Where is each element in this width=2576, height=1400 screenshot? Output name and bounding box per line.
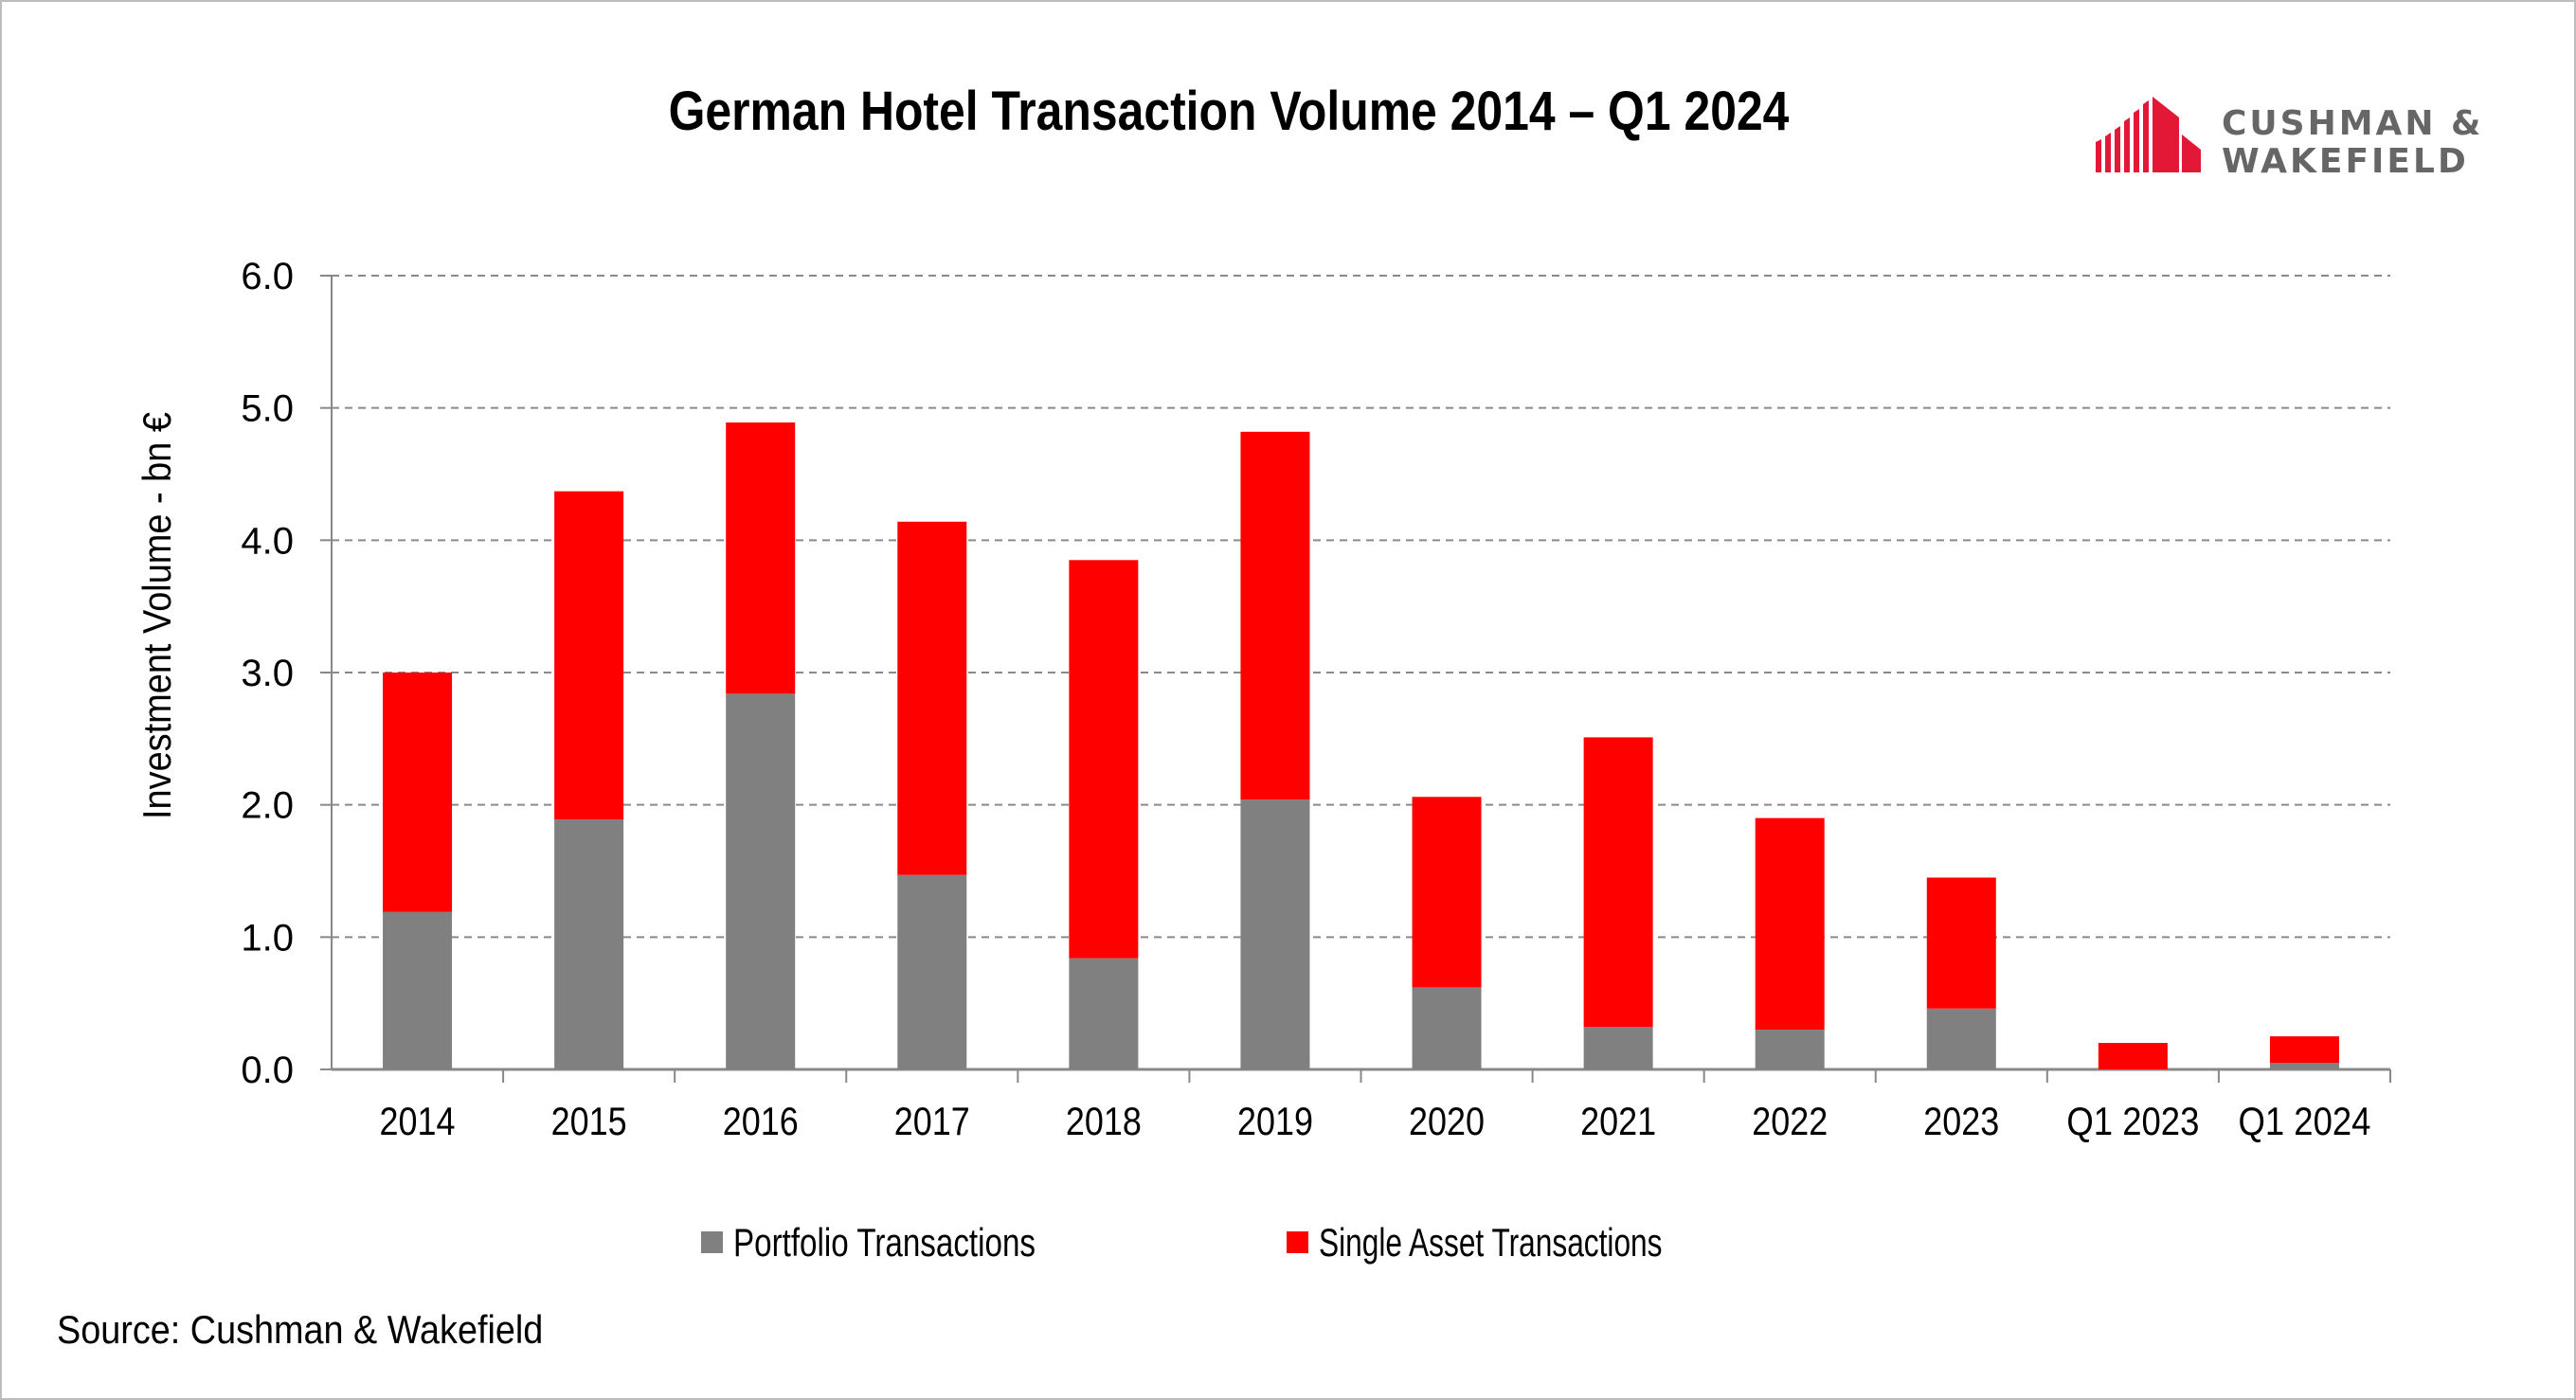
x-tick-label: 2015 bbox=[551, 1099, 627, 1143]
chart-title: German Hotel Transaction Volume 2014 – Q… bbox=[668, 81, 1790, 142]
bar-single-asset-transactions bbox=[1755, 817, 1825, 1031]
x-tick-label: 2022 bbox=[1752, 1099, 1828, 1143]
legend-swatch bbox=[1287, 1231, 1308, 1253]
legend-swatch bbox=[701, 1231, 723, 1253]
bar-single-asset-transactions bbox=[1412, 797, 1482, 988]
bar-single-asset-transactions bbox=[2098, 1043, 2168, 1069]
y-tick-label: 2.0 bbox=[241, 785, 294, 827]
bar-portfolio-transactions bbox=[1240, 799, 1310, 1069]
bar-single-asset-transactions bbox=[726, 422, 796, 694]
bar-portfolio-transactions bbox=[383, 911, 453, 1069]
x-tick-label: Q1 2023 bbox=[2066, 1099, 2199, 1143]
x-tick-label: 2017 bbox=[894, 1099, 970, 1143]
bar-single-asset-transactions bbox=[1069, 560, 1139, 959]
y-tick-label: 6.0 bbox=[241, 256, 294, 297]
svg-text:WAKEFIELD: WAKEFIELD bbox=[2222, 142, 2469, 180]
y-tick-label: 1.0 bbox=[241, 917, 294, 959]
y-tick-label: 0.0 bbox=[241, 1050, 294, 1091]
bar-portfolio-transactions bbox=[2269, 1063, 2339, 1069]
cushman-wakefield-logo: CUSHMAN & WAKEFIELD bbox=[2096, 97, 2482, 180]
bar-portfolio-transactions bbox=[1412, 987, 1482, 1069]
source-note: Source: Cushman & Wakefield bbox=[57, 1307, 544, 1352]
x-tick-label: 2016 bbox=[723, 1099, 799, 1143]
bar-portfolio-transactions bbox=[1069, 958, 1139, 1069]
legend-label: Portfolio Transactions bbox=[733, 1220, 1036, 1265]
y-tick-label: 3.0 bbox=[241, 653, 294, 694]
bar-portfolio-transactions bbox=[554, 819, 624, 1069]
bar-single-asset-transactions bbox=[1926, 877, 1996, 1009]
bar-single-asset-transactions bbox=[554, 491, 624, 820]
bar-portfolio-transactions bbox=[897, 874, 967, 1069]
bar-single-asset-transactions bbox=[1240, 431, 1310, 800]
bar-single-asset-transactions bbox=[383, 673, 453, 912]
x-tick-label: 2020 bbox=[1409, 1099, 1485, 1143]
bar-single-asset-transactions bbox=[897, 521, 967, 875]
x-tick-label: 2023 bbox=[1923, 1099, 1999, 1143]
x-tick-label: 2018 bbox=[1066, 1099, 1142, 1143]
bar-portfolio-transactions bbox=[726, 693, 796, 1069]
x-tick-label: Q1 2024 bbox=[2238, 1099, 2370, 1143]
bar-single-asset-transactions bbox=[1583, 737, 1653, 1028]
bar-portfolio-transactions bbox=[1926, 1008, 1996, 1069]
x-tick-label: 2021 bbox=[1580, 1099, 1656, 1143]
svg-text:CUSHMAN &: CUSHMAN & bbox=[2222, 104, 2482, 143]
y-tick-label: 5.0 bbox=[241, 388, 294, 430]
y-tick-label: 4.0 bbox=[241, 520, 294, 562]
bar-single-asset-transactions bbox=[2269, 1036, 2339, 1064]
x-tick-label: 2014 bbox=[380, 1099, 456, 1143]
legend-label: Single Asset Transactions bbox=[1319, 1220, 1663, 1265]
bar-portfolio-transactions bbox=[1583, 1027, 1653, 1069]
x-tick-label: 2019 bbox=[1237, 1099, 1313, 1143]
bar-portfolio-transactions bbox=[1755, 1030, 1825, 1069]
y-axis-label: Investment Volume - bn € bbox=[135, 412, 179, 819]
